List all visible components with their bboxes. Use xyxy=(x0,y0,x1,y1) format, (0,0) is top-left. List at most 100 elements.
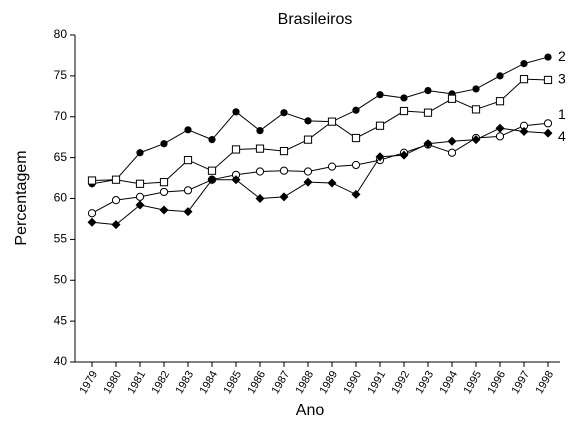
marker xyxy=(207,175,217,185)
marker xyxy=(327,117,337,126)
x-tick-label: 1987 xyxy=(269,369,292,396)
y-axis-label: Percentagem xyxy=(13,150,30,245)
marker xyxy=(375,121,385,130)
y-tick-label: 45 xyxy=(54,313,68,327)
chart-title: Brasileiros xyxy=(278,11,353,28)
marker xyxy=(231,145,241,154)
marker xyxy=(232,108,240,116)
marker xyxy=(303,135,313,144)
marker xyxy=(184,126,192,134)
marker xyxy=(519,75,529,84)
series-label: 3 xyxy=(558,71,566,87)
marker xyxy=(136,149,144,157)
series-line xyxy=(91,56,549,185)
marker xyxy=(352,106,360,114)
marker xyxy=(256,127,264,135)
marker xyxy=(519,126,529,136)
x-tick-label: 1998 xyxy=(533,369,556,396)
marker xyxy=(279,166,289,175)
y-tick-label: 60 xyxy=(54,191,68,205)
marker xyxy=(471,105,481,114)
marker xyxy=(472,85,480,93)
x-tick-label: 1980 xyxy=(101,369,124,396)
x-tick-label: 1988 xyxy=(293,369,316,396)
marker xyxy=(87,217,97,227)
marker xyxy=(135,192,145,201)
marker xyxy=(159,178,169,187)
marker xyxy=(423,139,433,149)
x-tick-label: 1982 xyxy=(149,369,172,396)
marker xyxy=(376,91,384,99)
marker xyxy=(135,179,145,188)
marker xyxy=(255,167,265,176)
marker xyxy=(399,150,409,160)
marker xyxy=(183,207,193,217)
marker xyxy=(183,155,193,165)
marker xyxy=(543,128,553,138)
y-tick-label: 80 xyxy=(54,27,68,41)
x-tick-label: 1979 xyxy=(77,369,100,396)
marker xyxy=(375,152,385,162)
x-tick-label: 1991 xyxy=(365,369,388,396)
marker xyxy=(351,133,361,143)
marker xyxy=(351,189,361,199)
series-label: 1 xyxy=(558,106,566,122)
x-tick-label: 1981 xyxy=(125,369,148,396)
marker xyxy=(447,148,457,157)
x-tick-label: 1990 xyxy=(341,369,364,396)
marker xyxy=(87,176,97,185)
series-line xyxy=(91,78,549,185)
y-tick-label: 50 xyxy=(54,272,68,286)
y-tick-label: 55 xyxy=(54,232,68,246)
marker xyxy=(520,60,528,68)
marker xyxy=(544,53,552,61)
marker xyxy=(255,144,265,153)
marker xyxy=(424,86,432,95)
marker xyxy=(87,209,97,218)
x-tick-label: 1986 xyxy=(245,369,268,396)
marker xyxy=(255,194,265,203)
marker xyxy=(159,205,169,215)
y-tick-label: 65 xyxy=(54,150,68,164)
y-tick-label: 75 xyxy=(54,68,68,82)
marker xyxy=(400,94,408,102)
x-tick-label: 1994 xyxy=(437,369,460,396)
marker xyxy=(304,117,312,125)
marker xyxy=(208,136,216,144)
marker xyxy=(279,192,289,202)
marker xyxy=(111,220,121,230)
marker xyxy=(160,140,168,148)
marker xyxy=(471,135,481,145)
series-label: 2 xyxy=(558,48,566,64)
x-tick-label: 1989 xyxy=(317,369,340,396)
marker xyxy=(327,178,337,188)
marker xyxy=(496,72,504,80)
marker xyxy=(543,75,553,85)
marker xyxy=(231,175,241,185)
marker xyxy=(111,196,121,205)
x-tick-label: 1997 xyxy=(509,369,532,396)
marker xyxy=(280,109,288,117)
x-tick-label: 1983 xyxy=(173,369,196,396)
marker xyxy=(495,123,505,133)
marker xyxy=(135,200,145,210)
marker xyxy=(543,119,553,128)
x-tick-label: 1992 xyxy=(389,369,412,396)
marker xyxy=(495,97,505,106)
marker xyxy=(327,162,337,171)
x-tick-label: 1985 xyxy=(221,369,244,396)
marker xyxy=(279,146,289,156)
marker xyxy=(111,175,121,184)
marker xyxy=(303,167,313,176)
marker xyxy=(447,136,457,146)
x-tick-label: 1993 xyxy=(413,369,436,396)
series-label: 4 xyxy=(558,128,566,144)
y-tick-label: 70 xyxy=(54,109,68,123)
x-tick-label: 1996 xyxy=(485,369,508,396)
marker xyxy=(207,166,217,175)
marker xyxy=(423,108,433,117)
marker xyxy=(495,132,505,141)
x-axis-label: Ano xyxy=(296,402,325,419)
x-tick-label: 1984 xyxy=(197,369,220,396)
